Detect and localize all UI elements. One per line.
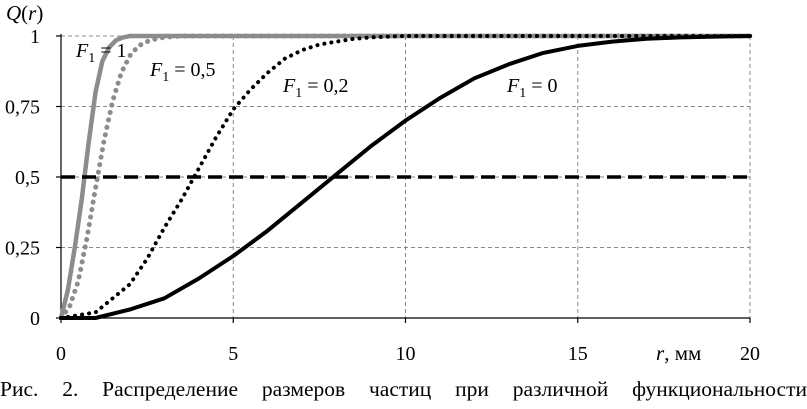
y-tick-label: 0,25	[5, 238, 40, 260]
series-label-0: F1 = 1	[75, 40, 127, 66]
series-line-0	[58, 33, 753, 321]
figure-caption: Рис. 2. Распределение размеров частиц пр…	[0, 377, 807, 401]
series-label-1: F1 = 0,5	[149, 59, 216, 85]
y-tick-label: 0,75	[5, 97, 40, 119]
x-tick-label: 5	[228, 343, 238, 365]
x-tick-label: 15	[568, 343, 588, 365]
y-tick-label: 1	[30, 26, 40, 48]
series	[58, 33, 753, 321]
series-label-2: F1 = 0,2	[282, 75, 349, 101]
y-tick-label: 0,5	[15, 167, 40, 189]
x-tick-label: 0	[56, 343, 66, 365]
series-line-3	[59, 34, 752, 320]
x-tick-label: 20	[740, 343, 760, 365]
series-label-3: F1 = 0	[506, 75, 558, 101]
series-line-1	[58, 33, 753, 321]
y-axis-label: Q(r)	[6, 1, 43, 25]
x-axis-label: r, мм	[656, 341, 701, 365]
series-line-2	[59, 34, 752, 320]
x-tick-label: 10	[396, 343, 416, 365]
y-tick-label: 0	[30, 308, 40, 330]
